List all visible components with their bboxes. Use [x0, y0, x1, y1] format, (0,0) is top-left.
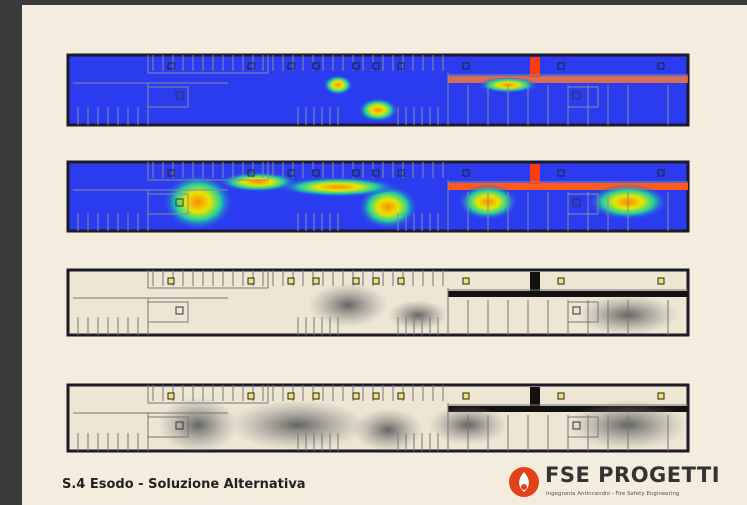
column — [398, 393, 404, 399]
smoke-area — [158, 397, 238, 453]
heat-area — [278, 177, 398, 197]
logo-tagline: Ingegneria Antincendio - Fire Safety Eng… — [546, 491, 679, 497]
heat-area — [323, 75, 353, 95]
column — [248, 393, 254, 399]
column — [463, 278, 469, 284]
hot-door — [530, 164, 540, 184]
column — [463, 393, 469, 399]
corridor-smoke — [448, 291, 688, 297]
slide: S.4 Esodo - Soluzione Alternativa FSE PR… — [22, 5, 747, 505]
column — [168, 278, 174, 284]
column — [658, 393, 664, 399]
floor-plans — [22, 5, 747, 505]
column — [353, 393, 359, 399]
column — [373, 393, 379, 399]
dark-door — [530, 387, 540, 407]
column — [658, 278, 664, 284]
column — [398, 278, 404, 284]
column — [313, 393, 319, 399]
page: S.4 Esodo - Soluzione Alternativa FSE PR… — [0, 0, 747, 505]
column — [558, 393, 564, 399]
hot-door — [530, 57, 540, 77]
column — [248, 278, 254, 284]
heat-area — [358, 98, 398, 122]
smoke-area — [308, 283, 388, 327]
column — [558, 278, 564, 284]
column — [353, 278, 359, 284]
slide-title: S.4 Esodo - Soluzione Alternativa — [62, 477, 306, 492]
smoke-area — [388, 300, 448, 330]
dark-door — [530, 272, 540, 292]
smoke-area — [353, 408, 423, 452]
column — [373, 278, 379, 284]
column — [288, 393, 294, 399]
logo-name: FSE PROGETTI — [545, 463, 720, 487]
column — [288, 278, 294, 284]
column — [313, 278, 319, 284]
column — [168, 393, 174, 399]
